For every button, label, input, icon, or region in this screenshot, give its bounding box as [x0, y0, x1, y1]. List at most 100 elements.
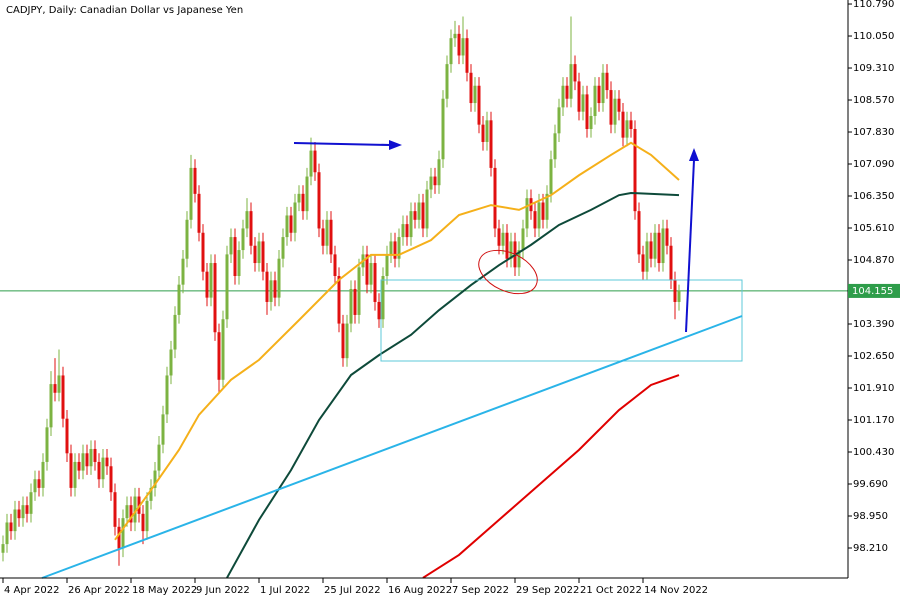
- candle-body: [429, 176, 433, 190]
- candle-body: [253, 245, 257, 264]
- candle-body: [305, 176, 309, 212]
- candle-body: [413, 211, 417, 220]
- candle-body: [21, 505, 25, 519]
- candle-body: [545, 193, 549, 220]
- arrow-head: [389, 140, 402, 150]
- candle-body: [501, 232, 505, 246]
- candle-body: [245, 211, 249, 229]
- x-tick-label: 9 Jun 2022: [196, 585, 250, 596]
- candle-body: [97, 461, 101, 480]
- candle-body: [29, 492, 33, 514]
- candle-body: [405, 224, 409, 238]
- candle-body: [89, 448, 93, 467]
- candle-body: [445, 64, 449, 99]
- candle-body: [561, 85, 565, 108]
- candle-body: [109, 466, 113, 493]
- candle-body: [477, 85, 481, 125]
- candle-body: [37, 479, 41, 488]
- x-tick-label: 18 May 2022: [132, 585, 197, 596]
- candle-body: [105, 457, 109, 467]
- candle-body: [381, 276, 385, 320]
- candle-body: [9, 522, 13, 532]
- candle-body: [449, 38, 453, 65]
- zone-rectangle: [380, 279, 743, 362]
- candle-body: [225, 254, 229, 320]
- y-tick-label: 110.790: [853, 0, 894, 10]
- x-tick-label: 26 Apr 2022: [68, 585, 130, 596]
- candle-body: [269, 280, 273, 302]
- candle-body: [637, 211, 641, 255]
- candle-body: [569, 64, 573, 99]
- candle-body: [337, 276, 341, 324]
- candle-body: [629, 120, 633, 129]
- x-tick-label: 29 Sep 2022: [516, 585, 579, 596]
- candle-body: [289, 215, 293, 233]
- candle-body: [329, 219, 333, 255]
- candle-body: [265, 271, 269, 302]
- candle-body: [673, 280, 677, 302]
- candle-body: [113, 492, 117, 527]
- candle-body: [521, 228, 525, 251]
- candle-body: [221, 319, 225, 380]
- candle-body: [229, 237, 233, 255]
- candle-body: [185, 219, 189, 259]
- y-tick-label: 101.170: [853, 415, 894, 426]
- candle-body: [609, 90, 613, 125]
- candle-body: [249, 211, 253, 246]
- candle-body: [205, 271, 209, 298]
- candle-body: [401, 224, 405, 238]
- candle-body: [161, 414, 165, 445]
- x-tick-label: 1 Jul 2022: [260, 585, 310, 596]
- candle-body: [641, 254, 645, 272]
- candle-body: [317, 172, 321, 229]
- candle-body: [453, 33, 457, 39]
- candle-body: [613, 98, 617, 125]
- candle-body: [633, 128, 637, 212]
- y-tick-label: 109.310: [853, 63, 894, 74]
- candle-body: [281, 237, 285, 259]
- candle-body: [53, 384, 57, 393]
- candle-body: [85, 453, 89, 467]
- candle-body: [493, 167, 497, 229]
- candle-body: [1, 544, 5, 553]
- candle-body: [669, 245, 673, 281]
- candle-body: [553, 133, 557, 160]
- candle-body: [101, 457, 105, 480]
- candle-body: [277, 258, 281, 298]
- candle-body: [565, 85, 569, 99]
- y-tick-label: 103.390: [853, 319, 894, 330]
- candle-body: [525, 198, 529, 229]
- y-tick-label: 102.650: [853, 351, 894, 362]
- candle-body: [509, 241, 513, 259]
- candle-body: [69, 453, 73, 488]
- candle-body: [441, 98, 445, 160]
- candle-body: [585, 94, 589, 129]
- candle-body: [273, 280, 277, 298]
- candle-body: [661, 228, 665, 264]
- candle-body: [409, 211, 413, 238]
- candle-body: [645, 241, 649, 272]
- x-tick-label: 14 Nov 2022: [644, 585, 708, 596]
- candle-body: [497, 228, 501, 246]
- candle-body: [349, 288, 353, 324]
- candle-body: [133, 496, 137, 523]
- candle-body: [365, 254, 369, 285]
- candle-body: [77, 461, 81, 471]
- candle-body: [73, 461, 77, 488]
- candle-body: [321, 228, 325, 246]
- candle-body: [41, 461, 45, 488]
- moving-average: [226, 191, 680, 579]
- trendline: [41, 315, 743, 579]
- candle-body: [189, 167, 193, 220]
- candle-body: [533, 211, 537, 229]
- candle-body: [549, 159, 553, 194]
- candle-body: [437, 159, 441, 186]
- candle-body: [257, 241, 261, 264]
- candle-body: [149, 487, 153, 501]
- candle-body: [397, 237, 401, 259]
- candle-body: [557, 107, 561, 134]
- candle-body: [377, 301, 381, 320]
- y-tick-label: 104.870: [853, 255, 894, 266]
- candle-body: [261, 241, 265, 272]
